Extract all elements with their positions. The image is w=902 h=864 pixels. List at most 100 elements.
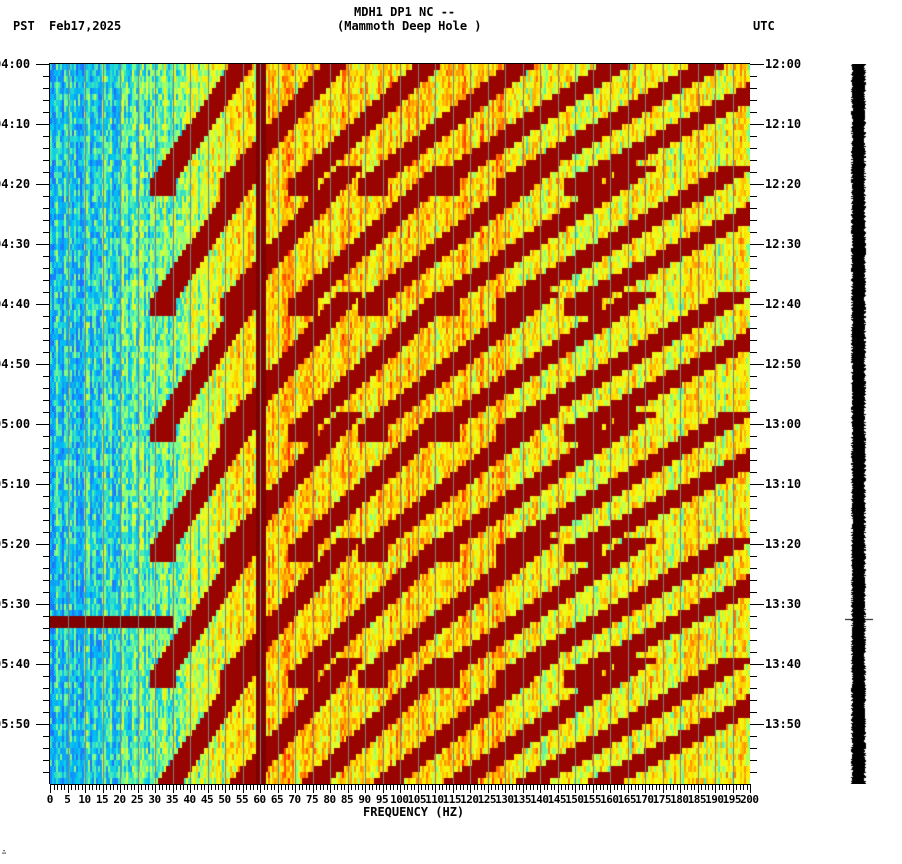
left-tick	[43, 748, 50, 749]
frequency-label: 130	[495, 793, 514, 806]
frequency-label: 95	[375, 793, 389, 806]
frequency-tick	[78, 784, 79, 790]
frequency-tick	[211, 784, 212, 790]
frequency-tick	[358, 784, 359, 790]
left-tick	[43, 568, 50, 569]
frequency-label: 175	[652, 793, 672, 806]
frequency-tick	[232, 784, 233, 790]
frequency-tick	[312, 784, 314, 793]
frequency-tick	[666, 784, 667, 790]
frequency-tick	[568, 784, 569, 790]
left-tick	[43, 688, 50, 689]
frequency-tick	[288, 784, 289, 790]
frequency-tick	[225, 784, 226, 793]
frequency-tick	[344, 784, 345, 790]
left-tick	[43, 340, 50, 341]
frequency-tick	[400, 784, 401, 793]
frequency-tick	[578, 784, 580, 790]
frequency-tick	[302, 784, 303, 790]
frequency-tick	[207, 784, 209, 793]
frequency-tick	[305, 784, 307, 790]
seismogram-trace	[845, 64, 873, 784]
frequency-tick	[470, 784, 471, 793]
right-time-label: 13:20	[765, 537, 802, 551]
right-tick	[750, 136, 757, 137]
frequency-tick	[410, 784, 412, 790]
frequency-label: 120	[460, 793, 479, 806]
right-tick	[750, 712, 757, 713]
frequency-tick	[141, 784, 142, 790]
right-time-label: 12:00	[765, 57, 802, 71]
frequency-tick	[123, 784, 125, 790]
frequency-tick	[421, 784, 422, 790]
left-tick	[43, 268, 50, 269]
frequency-tick	[134, 784, 135, 790]
right-time-label: 13:30	[765, 597, 802, 611]
left-tick	[36, 604, 50, 605]
left-tick	[36, 244, 50, 245]
frequency-tick	[197, 784, 198, 790]
frequency-label: 115	[442, 793, 462, 806]
left-tick	[43, 100, 50, 101]
frequency-tick	[683, 784, 685, 790]
frequency-tick	[459, 784, 461, 790]
left-tick	[36, 184, 50, 185]
left-tick	[43, 232, 50, 233]
frequency-label: 100	[390, 793, 409, 806]
frequency-tick	[127, 784, 128, 790]
left-time-label: 04:30	[0, 237, 31, 251]
right-tick	[750, 460, 757, 461]
left-time-label: 04:40	[0, 297, 31, 311]
frequency-tick	[270, 784, 272, 790]
frequency-tick	[641, 784, 643, 790]
frequency-tick	[452, 784, 454, 793]
frequency-tick	[624, 784, 625, 790]
frequency-tick	[634, 784, 636, 790]
right-tick	[750, 340, 757, 341]
left-tick	[43, 328, 50, 329]
right-tick	[750, 184, 764, 185]
frequency-tick	[417, 784, 419, 793]
frequency-tick	[442, 784, 443, 790]
right-time-label: 12:30	[765, 237, 802, 251]
frequency-tick	[659, 784, 660, 790]
right-tick	[750, 388, 757, 389]
frequency-tick	[610, 784, 611, 793]
frequency-label: 140	[530, 793, 549, 806]
frequency-tick	[368, 784, 370, 790]
frequency-tick	[176, 784, 177, 790]
frequency-tick	[57, 784, 58, 790]
frequency-tick	[501, 784, 503, 790]
frequency-tick	[330, 784, 331, 793]
frequency-tick	[477, 784, 478, 790]
frequency-tick	[277, 784, 279, 793]
frequency-tick	[235, 784, 237, 790]
frequency-tick	[151, 784, 153, 790]
right-tick	[750, 736, 757, 737]
frequency-tick	[522, 784, 524, 793]
frequency-tick	[74, 784, 76, 790]
frequency-label: 90	[358, 793, 371, 806]
left-tick	[43, 580, 50, 581]
left-time-label: 05:10	[0, 477, 31, 491]
left-tick	[43, 628, 50, 629]
right-tick	[750, 328, 757, 329]
frequency-tick	[85, 784, 86, 793]
frequency-label: 125	[477, 793, 497, 806]
frequency-tick	[309, 784, 310, 790]
frequency-tick	[603, 784, 604, 790]
frequency-tick	[519, 784, 520, 790]
frequency-label: 155	[582, 793, 602, 806]
frequency-tick	[638, 784, 639, 790]
right-tick	[750, 652, 757, 653]
frequency-label: 10	[78, 793, 91, 806]
left-tick	[43, 760, 50, 761]
frequency-tick	[592, 784, 594, 793]
left-tick	[36, 484, 50, 485]
frequency-tick	[606, 784, 608, 790]
right-tick	[750, 448, 757, 449]
frequency-tick	[526, 784, 527, 790]
frequency-label: 65	[270, 793, 284, 806]
frequency-tick	[60, 784, 62, 790]
frequency-tick	[557, 784, 559, 793]
